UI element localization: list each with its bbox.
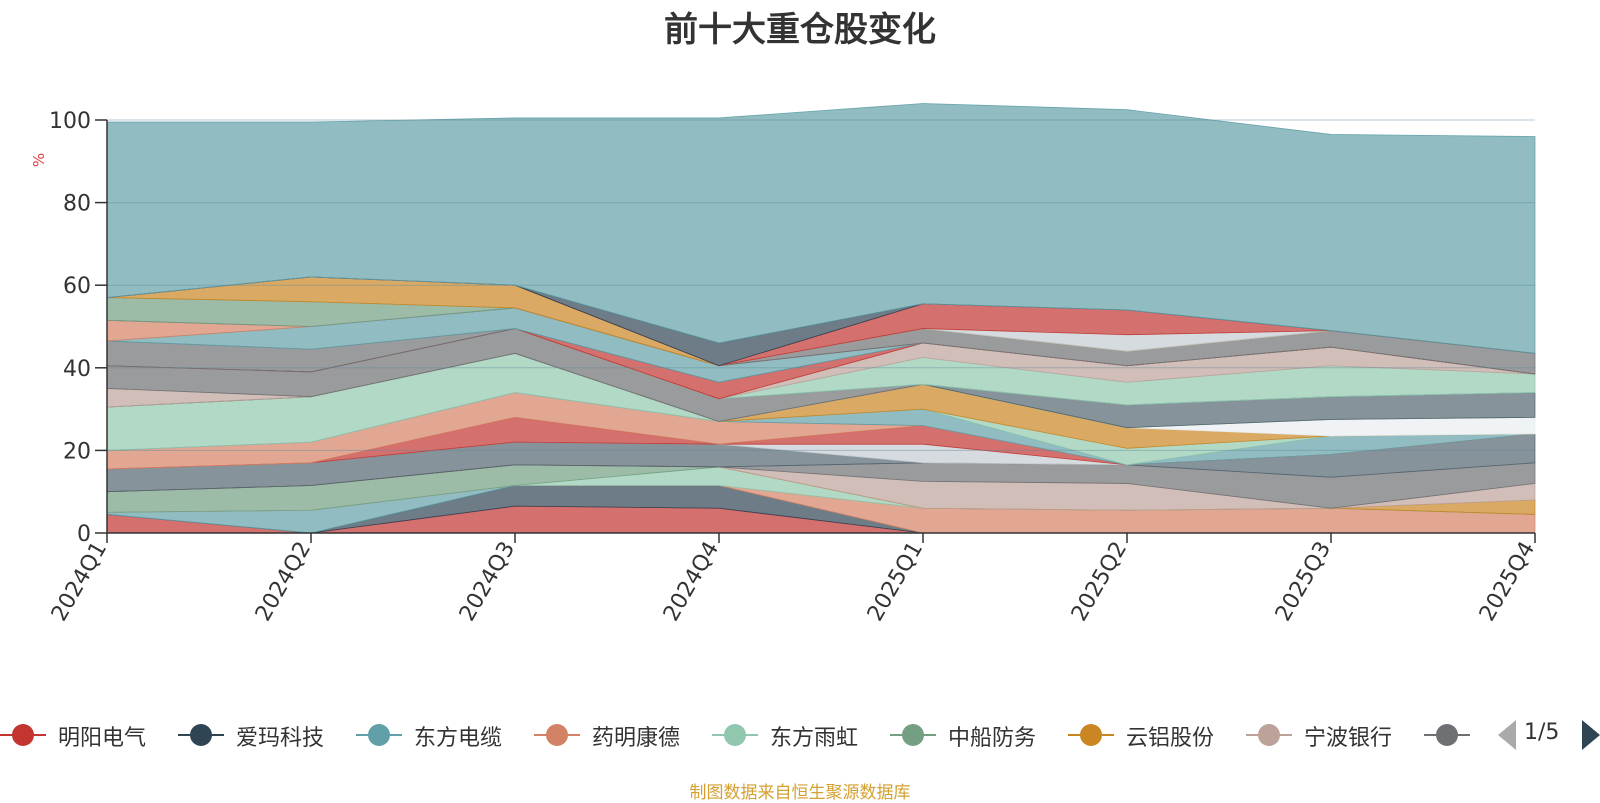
- source-note: 制图数据来自恒生聚源数据库: [689, 783, 911, 803]
- legend-page-indicator: 1/5: [1524, 720, 1560, 745]
- x-tick-label: 2024Q3: [455, 538, 520, 626]
- legend-marker-icon: [1080, 724, 1102, 746]
- y-axis-label: %: [30, 153, 48, 167]
- legend-marker-icon: [12, 724, 34, 746]
- legend-next-page-icon[interactable]: [1582, 720, 1600, 750]
- y-tick-label: 0: [77, 522, 91, 547]
- legend-prev-page-icon[interactable]: [1498, 720, 1516, 750]
- legend-marker-icon: [546, 724, 568, 746]
- legend-label: 药明康德: [592, 726, 681, 751]
- x-tick-label: 2024Q1: [47, 538, 112, 626]
- legend-label: 宁波银行: [1304, 726, 1393, 751]
- y-tick-label: 40: [63, 357, 91, 382]
- y-tick-label: 80: [63, 192, 91, 217]
- x-tick-label: 2025Q3: [1271, 538, 1336, 626]
- area-series-group: [106, 103, 1536, 534]
- legend-label: 东方电缆: [414, 726, 503, 751]
- chart-title: 前十大重仓股变化: [664, 10, 936, 50]
- legend-label: 爱玛科技: [236, 726, 325, 751]
- legend-label: 云铝股份: [1126, 726, 1215, 751]
- stacked-area-chart: 0 20 40 60 80 100 2024Q1 2024Q2 2024Q3 2024Q4 2025…: [30, 103, 1540, 626]
- x-tick-label: 2024Q4: [659, 538, 724, 626]
- grid-lines: [107, 119, 1535, 451]
- legend-marker-icon: [724, 724, 746, 746]
- legend-marker-icon: [1436, 724, 1458, 746]
- legend-label: 明阳电气: [58, 726, 147, 751]
- legend-marker-icon: [368, 724, 390, 746]
- legend-marker-icon: [190, 724, 212, 746]
- legend-marker-icon: [902, 724, 924, 746]
- y-tick-label: 60: [63, 274, 91, 299]
- legend-label: 中船防务: [948, 726, 1037, 751]
- y-tick-label: 100: [49, 109, 91, 134]
- x-tick-label: 2025Q1: [863, 538, 928, 626]
- y-tick-label: 20: [63, 439, 91, 464]
- x-tick-label: 2025Q2: [1067, 538, 1132, 626]
- x-tick-label: 2025Q4: [1475, 538, 1540, 626]
- legend-label: 东方雨虹: [770, 726, 859, 751]
- area-series-35[interactable]: [106, 103, 1536, 354]
- legend-marker-icon: [1258, 724, 1280, 746]
- x-tick-label: 2024Q2: [251, 538, 316, 626]
